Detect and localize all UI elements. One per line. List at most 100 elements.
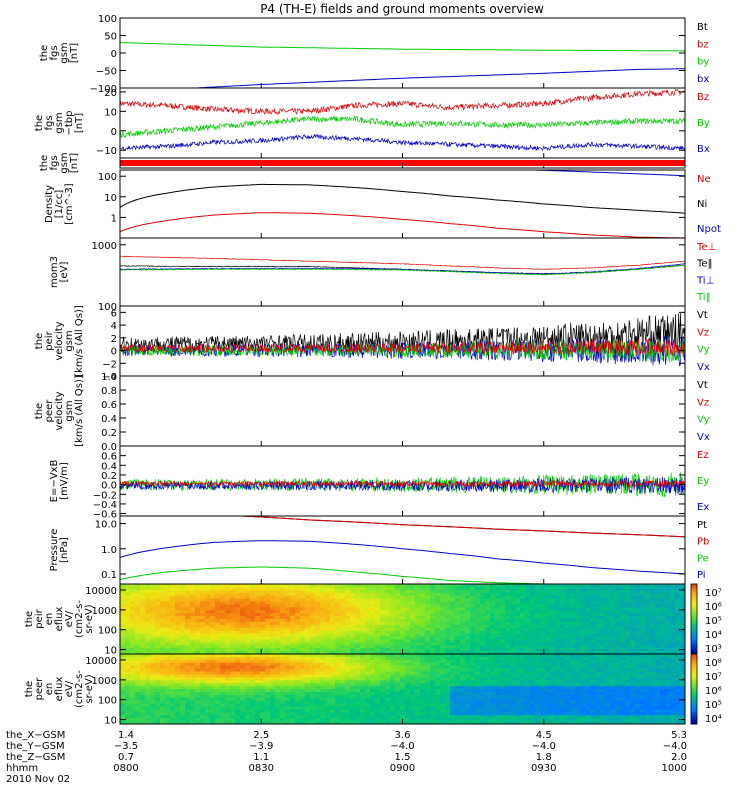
spectrogram-cell (275, 586, 281, 591)
spectrogram-cell (380, 619, 386, 623)
spectrogram-cell (435, 715, 441, 719)
spectrogram-cell (175, 630, 181, 635)
spectrogram-cell (195, 630, 201, 635)
spectrogram-cell (455, 712, 461, 716)
spectrogram-cell (545, 645, 551, 649)
spectrogram-cell (505, 630, 511, 635)
spectrogram-cell (335, 586, 341, 591)
y-axis-label: gsm (64, 330, 75, 351)
spectrogram-cell (160, 706, 166, 711)
spectrogram-cell (480, 586, 486, 591)
spectrogram-cell (220, 627, 226, 632)
spectrogram-cell (180, 598, 186, 603)
spectrogram-cell (410, 721, 416, 724)
spectrogram-cell (675, 619, 681, 623)
spectrogram-cell (435, 680, 441, 684)
spectrogram-cell (680, 624, 685, 629)
spectrogram-cell (190, 627, 196, 632)
spectrogram-cell (415, 659, 421, 664)
spectrogram-cell (395, 642, 401, 646)
spectrogram-cell (380, 616, 386, 620)
spectrogram-cell (270, 697, 276, 702)
spectrogram-cell (495, 592, 501, 597)
plot-lines (120, 255, 685, 276)
spectrogram-cell (160, 668, 166, 673)
spectrogram-cell (140, 621, 146, 626)
spectrogram-cell (385, 598, 391, 603)
spectrogram-cell (285, 624, 291, 629)
spectrogram-cell (180, 700, 186, 705)
spectrogram-cell (560, 601, 566, 606)
spectrogram-cell (355, 607, 361, 611)
spectrogram-cell (285, 639, 291, 643)
spectrogram-cell (525, 607, 531, 611)
spectrogram-cell (505, 694, 511, 699)
spectrogram-cell (365, 616, 371, 620)
spectrogram-cell (450, 651, 456, 654)
spectrogram-cell (210, 700, 216, 705)
spectrogram-cell (395, 589, 401, 594)
spectrogram-cell (455, 595, 461, 600)
colorbar-step (691, 584, 697, 587)
spectrogram-cell (450, 586, 456, 591)
spectrogram-cell (340, 709, 346, 713)
spectrogram-cell (475, 718, 481, 722)
spectrogram-cell (230, 656, 236, 661)
spectrogram-cell (680, 642, 685, 646)
spectrogram-cell (375, 592, 381, 597)
spectrogram-cell (295, 706, 301, 711)
spectrogram-cell (265, 677, 271, 681)
spectrogram-cell (390, 636, 396, 641)
spectrogram-cell (375, 598, 381, 603)
spectrogram-cell (160, 662, 166, 667)
spectrogram-cell (310, 648, 316, 652)
spectrogram-cell (335, 691, 341, 696)
spectrogram-cell (485, 721, 491, 724)
spectrogram-cell (205, 697, 211, 702)
spectrogram-cell (650, 584, 656, 588)
spectrogram-cell (270, 674, 276, 678)
spectrogram-cell (120, 636, 126, 641)
spectrogram-cell (325, 616, 331, 620)
spectrogram-cell (355, 691, 361, 696)
spectrogram-cell (180, 656, 186, 661)
spectrogram-cell (215, 656, 221, 661)
spectrogram-cell (665, 627, 671, 632)
spectrogram-cell (235, 584, 241, 588)
spectrogram-cell (345, 668, 351, 673)
spectrogram-cell (370, 639, 376, 643)
spectrogram-cell (190, 703, 196, 708)
spectrogram-cell (245, 709, 251, 713)
panel-frame (119, 169, 686, 239)
spectrogram-cell (410, 671, 416, 676)
spectrogram-cell (255, 642, 261, 646)
spectrogram-cell (130, 651, 136, 654)
spectrogram-cell (290, 607, 296, 611)
spectrogram-cell (360, 648, 366, 652)
spectrogram-cell (330, 671, 336, 676)
spectrogram-cell (405, 689, 411, 693)
spectrogram-cell (625, 645, 631, 649)
spectrogram-cell (335, 686, 341, 690)
spectrogram-cell (230, 654, 236, 658)
spectrogram-cell (210, 686, 216, 690)
spectrogram-cell (400, 610, 406, 614)
spectrogram-cell (205, 668, 211, 673)
spectrogram-cell (625, 616, 631, 620)
spectrogram-cell (290, 689, 296, 693)
spectrogram-cell (335, 624, 341, 629)
spectrogram-cell (600, 645, 606, 649)
spectrogram-cell (510, 607, 516, 611)
spectrogram-cell (235, 642, 241, 646)
spectrogram-cell (600, 648, 606, 652)
spectrogram-cell (325, 674, 331, 678)
spectrogram-cell (250, 592, 256, 597)
spectrogram-cell (550, 630, 556, 635)
spectrogram-cell (375, 624, 381, 629)
spectrogram-cell (600, 619, 606, 623)
spectrogram-cell (150, 604, 156, 608)
spectrogram-cell (170, 671, 176, 676)
spectrogram-cell (180, 686, 186, 690)
spectrogram-cell (520, 598, 526, 603)
